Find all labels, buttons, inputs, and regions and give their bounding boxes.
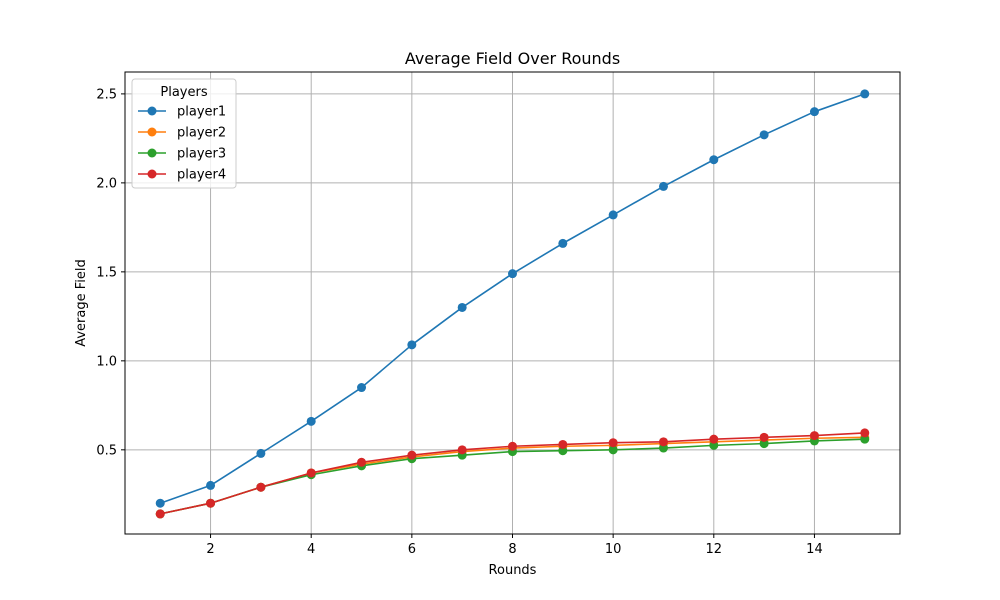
- data-point-player3: [558, 446, 568, 456]
- y-tick-label: 2.5: [96, 87, 117, 102]
- x-tick-label: 4: [307, 542, 315, 557]
- data-point-player1: [608, 210, 618, 220]
- series-player1: [155, 89, 870, 508]
- x-tick-label: 14: [806, 542, 823, 557]
- data-point-player4: [809, 431, 819, 441]
- data-point-player4: [407, 450, 417, 460]
- data-point-player1: [407, 340, 417, 350]
- legend-item-player3: player3: [138, 147, 226, 162]
- legend-label: player4: [177, 168, 226, 183]
- legend-marker: [147, 106, 157, 116]
- data-point-player4: [709, 434, 719, 444]
- data-point-player1: [658, 181, 668, 191]
- data-point-player4: [206, 498, 216, 508]
- y-tick-label: 0.5: [96, 443, 117, 458]
- data-point-player4: [860, 428, 870, 438]
- data-point-player4: [558, 439, 568, 449]
- y-axis-label: Average Field: [74, 259, 89, 347]
- data-point-player1: [155, 498, 165, 508]
- data-point-player4: [457, 445, 467, 455]
- legend-label: player1: [177, 105, 226, 120]
- data-point-player1: [357, 383, 367, 393]
- data-point-player1: [508, 269, 517, 279]
- x-tick-label: 2: [206, 542, 214, 557]
- data-point-player4: [306, 468, 316, 478]
- data-point-player1: [809, 107, 819, 117]
- data-point-player1: [860, 89, 870, 99]
- data-point-player3: [759, 439, 769, 449]
- legend-marker: [147, 127, 157, 137]
- data-point-player4: [658, 437, 668, 447]
- data-point-player1: [457, 302, 467, 312]
- legend-item-player1: player1: [138, 105, 226, 120]
- data-point-player4: [759, 432, 769, 442]
- x-tick-label: 8: [508, 542, 516, 557]
- x-tick-label: 12: [706, 542, 723, 557]
- legend-item-player2: player2: [138, 126, 226, 141]
- y-tick-label: 2.0: [96, 176, 117, 191]
- data-point-player1: [306, 416, 316, 426]
- data-point-player4: [608, 438, 618, 448]
- legend-items: player1 player2 player3 player4: [138, 105, 226, 183]
- data-point-player4: [256, 482, 266, 492]
- y-tick-label: 1.0: [96, 354, 117, 369]
- chart-title: Average Field Over Rounds: [405, 49, 620, 68]
- data-point-player1: [558, 238, 568, 248]
- series-player4: [155, 428, 870, 519]
- legend: Players player1 player2 player3 player4: [131, 78, 237, 189]
- data-point-player1: [709, 155, 719, 165]
- legend-label: player2: [177, 126, 226, 141]
- legend-label: player3: [177, 147, 226, 162]
- data-point-player3: [709, 440, 719, 450]
- data-point-player3: [860, 434, 870, 444]
- data-point-player4: [155, 509, 165, 519]
- y-tick-label: 1.5: [96, 265, 117, 280]
- data-point-player1: [759, 130, 769, 140]
- x-tick-label: 6: [408, 542, 416, 557]
- ticks: 2 4 6 8 10 12 14 0.5 1.0 1.5 2.0 2.5: [96, 87, 822, 557]
- legend-marker: [147, 148, 157, 158]
- data-point-player4: [357, 457, 367, 467]
- data-point-player1: [206, 480, 216, 490]
- legend-title: Players: [160, 85, 207, 100]
- data-point-player1: [256, 448, 266, 458]
- data-point-player4: [508, 441, 517, 451]
- data-point-player3: [608, 445, 618, 455]
- data-point-player3: [658, 443, 668, 453]
- legend-item-player4: player4: [138, 168, 226, 183]
- legend-marker: [147, 169, 157, 179]
- x-tick-label: 10: [605, 542, 622, 557]
- x-axis-label: Rounds: [489, 563, 537, 578]
- legend-box: [131, 78, 237, 189]
- series-layer: [155, 89, 870, 519]
